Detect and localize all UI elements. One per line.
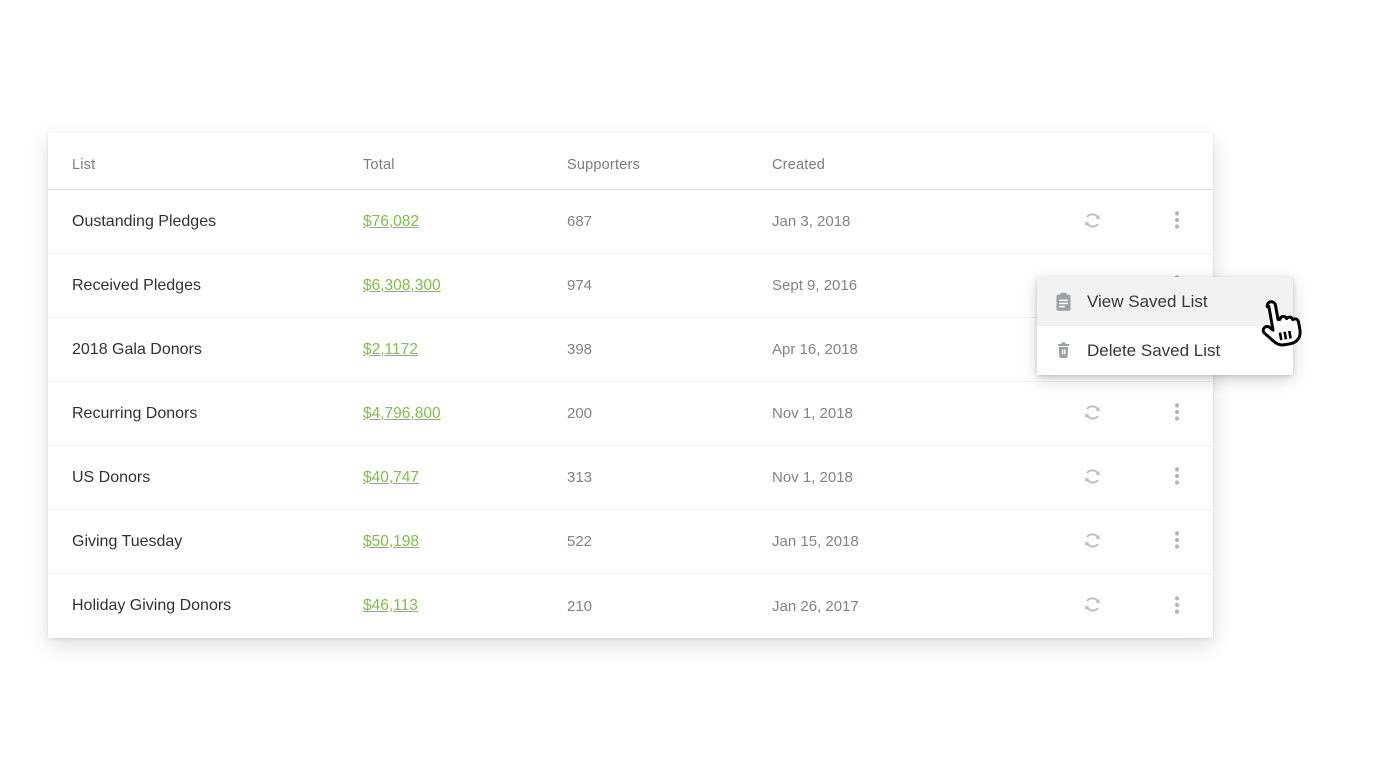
list-name: US Donors — [72, 468, 151, 486]
kebab-menu-button[interactable] — [1159, 524, 1195, 560]
supporters-count: 200 — [567, 405, 593, 422]
kebab-menu-button[interactable] — [1159, 588, 1195, 624]
table-row: Recurring Donors $4,796,800 200 Nov 1, 2… — [48, 382, 1213, 446]
total-amount-link[interactable]: $50,198 — [363, 532, 420, 550]
total-amount-link[interactable]: $2,1172 — [363, 340, 418, 358]
total-amount-link[interactable]: $40,747 — [363, 468, 420, 486]
supporters-count: 313 — [567, 469, 593, 486]
list-name: Recurring Donors — [72, 404, 198, 422]
kebab-menu-button[interactable] — [1159, 396, 1195, 432]
kebab-menu-icon — [1167, 595, 1187, 618]
created-date: Jan 15, 2018 — [772, 533, 859, 550]
total-amount-link[interactable]: $46,113 — [363, 597, 418, 614]
trash-icon — [1052, 340, 1074, 362]
table-body: Oustanding Pledges $76,082 687 Jan 3, 20… — [48, 190, 1213, 638]
list-name: Oustanding Pledges — [72, 212, 217, 230]
refresh-icon — [1081, 209, 1104, 235]
supporters-count: 974 — [567, 277, 593, 294]
created-date: Jan 26, 2017 — [772, 597, 859, 615]
table-row: Oustanding Pledges $76,082 687 Jan 3, 20… — [48, 190, 1213, 254]
menu-item-view-saved-list[interactable]: View Saved List — [1037, 277, 1293, 326]
list-name: Giving Tuesday — [72, 532, 183, 550]
column-header-list: List — [72, 156, 96, 173]
refresh-button[interactable] — [1074, 204, 1110, 240]
kebab-menu-icon — [1167, 402, 1187, 425]
total-amount-link[interactable]: $4,796,800 — [363, 404, 441, 422]
refresh-button[interactable] — [1074, 396, 1110, 432]
kebab-menu-icon — [1167, 210, 1187, 233]
created-date: Jan 3, 2018 — [772, 213, 851, 230]
list-name: 2018 Gala Donors — [72, 340, 202, 358]
menu-item-label: Delete Saved List — [1087, 340, 1221, 360]
total-amount-link[interactable]: $76,082 — [363, 212, 420, 230]
kebab-menu-icon — [1167, 466, 1187, 489]
created-date: Nov 1, 2018 — [772, 469, 853, 486]
row-context-menu: View Saved List Delete Saved List — [1037, 277, 1293, 375]
kebab-menu-button[interactable] — [1159, 460, 1195, 496]
saved-lists-table: List Total Supporters Created Oustanding… — [48, 133, 1213, 638]
menu-item-label: View Saved List — [1087, 291, 1208, 311]
table-row: 2018 Gala Donors $2,1172 398 Apr 16, 201… — [48, 318, 1213, 382]
table-row: Holiday Giving Donors $46,113 210 Jan 26… — [48, 574, 1213, 638]
created-date: Sept 9, 2016 — [772, 277, 858, 294]
total-amount-link[interactable]: $6,308,300 — [363, 276, 441, 294]
supporters-count: 210 — [567, 597, 593, 615]
supporters-count: 687 — [567, 213, 593, 230]
column-header-created: Created — [772, 156, 825, 173]
refresh-icon — [1081, 465, 1104, 491]
supporters-count: 522 — [567, 533, 593, 550]
refresh-icon — [1081, 529, 1104, 555]
refresh-icon — [1081, 593, 1104, 619]
kebab-menu-icon — [1167, 530, 1187, 553]
table-row: Giving Tuesday $50,198 522 Jan 15, 2018 — [48, 510, 1213, 574]
column-header-supporters: Supporters — [567, 156, 640, 173]
menu-item-delete-saved-list[interactable]: Delete Saved List — [1037, 326, 1293, 375]
list-name: Received Pledges — [72, 276, 201, 294]
refresh-button[interactable] — [1074, 460, 1110, 496]
clipboard-icon — [1052, 291, 1074, 313]
supporters-count: 398 — [567, 341, 593, 358]
created-date: Nov 1, 2018 — [772, 405, 853, 422]
created-date: Apr 16, 2018 — [772, 341, 858, 358]
table-row: Received Pledges $6,308,300 974 Sept 9, … — [48, 254, 1213, 318]
table-header-row: List Total Supporters Created — [48, 133, 1213, 190]
kebab-menu-button[interactable] — [1159, 204, 1195, 240]
column-header-total: Total — [363, 156, 395, 173]
refresh-button[interactable] — [1074, 524, 1110, 560]
list-name: Holiday Giving Donors — [72, 597, 232, 614]
refresh-button[interactable] — [1074, 588, 1110, 624]
table-row: US Donors $40,747 313 Nov 1, 2018 — [48, 446, 1213, 510]
refresh-icon — [1081, 401, 1104, 427]
